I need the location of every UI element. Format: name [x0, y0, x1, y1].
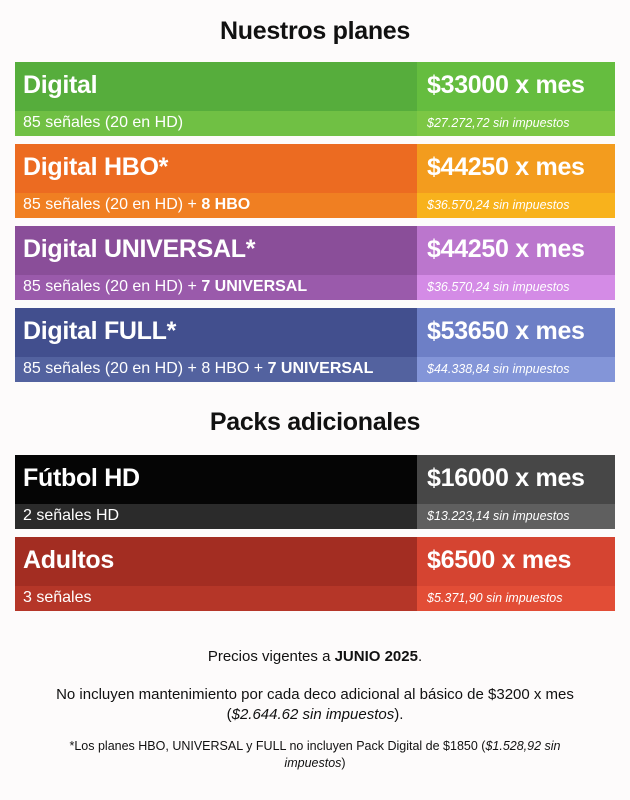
plan-price: $53650 x mes [417, 308, 615, 357]
pack-name: Fútbol HD [15, 455, 417, 504]
plan-description: 85 señales (20 en HD) + 8 HBO [15, 193, 417, 218]
pack-price: $6500 x mes [417, 537, 615, 586]
plan-price: $44250 x mes [417, 226, 615, 275]
plan-name: Digital [15, 62, 417, 111]
pack-price: $16000 x mes [417, 455, 615, 504]
plan-price: $33000 x mes [417, 62, 615, 111]
plan-name: Digital HBO* [15, 144, 417, 193]
pack-name: Adultos [15, 537, 417, 586]
pack-digital-disclaimer: *Los planes HBO, UNIVERSAL y FULL no inc… [69, 739, 561, 770]
plan-price-without-tax: $36.570,24 sin impuestos [417, 193, 615, 218]
plan-price-without-tax: $27.272,72 sin impuestos [417, 111, 615, 136]
plan-description: 85 señales (20 en HD) [15, 111, 417, 136]
packs-title: Packs adicionales [209, 408, 421, 436]
plans-title: Nuestros planes [219, 17, 410, 45]
plan-card-digital-full: Digital FULL* $53650 x mes 85 señales (2… [15, 308, 615, 382]
plan-card-digital-universal: Digital UNIVERSAL* $44250 x mes 85 señal… [15, 226, 615, 300]
plan-price-without-tax: $36.570,24 sin impuestos [417, 275, 615, 300]
pack-price-without-tax: $13.223,14 sin impuestos [417, 504, 615, 529]
maintenance-note: No incluyen mantenimiento por cada deco … [56, 686, 574, 723]
plan-name: Digital FULL* [15, 308, 417, 357]
validity-note: Precios vigentes a JUNIO 2025. [207, 648, 423, 665]
pack-price-without-tax: $5.371,90 sin impuestos [417, 586, 615, 611]
plan-price-without-tax: $44.338,84 sin impuestos [417, 357, 615, 382]
pack-card-futbol-hd: Fútbol HD $16000 x mes 2 señales HD $13.… [15, 455, 615, 529]
pack-description: 3 señales [15, 586, 417, 611]
plan-card-digital-hbo: Digital HBO* $44250 x mes 85 señales (20… [15, 144, 615, 218]
plan-name: Digital UNIVERSAL* [15, 226, 417, 275]
pack-description: 2 señales HD [15, 504, 417, 529]
plan-price: $44250 x mes [417, 144, 615, 193]
plan-description: 85 señales (20 en HD) + 7 UNIVERSAL [15, 275, 417, 300]
pack-card-adultos: Adultos $6500 x mes 3 señales $5.371,90 … [15, 537, 615, 611]
plan-card-digital: Digital $33000 x mes 85 señales (20 en H… [15, 62, 615, 136]
plan-description: 85 señales (20 en HD) + 8 HBO + 7 UNIVER… [15, 357, 417, 382]
